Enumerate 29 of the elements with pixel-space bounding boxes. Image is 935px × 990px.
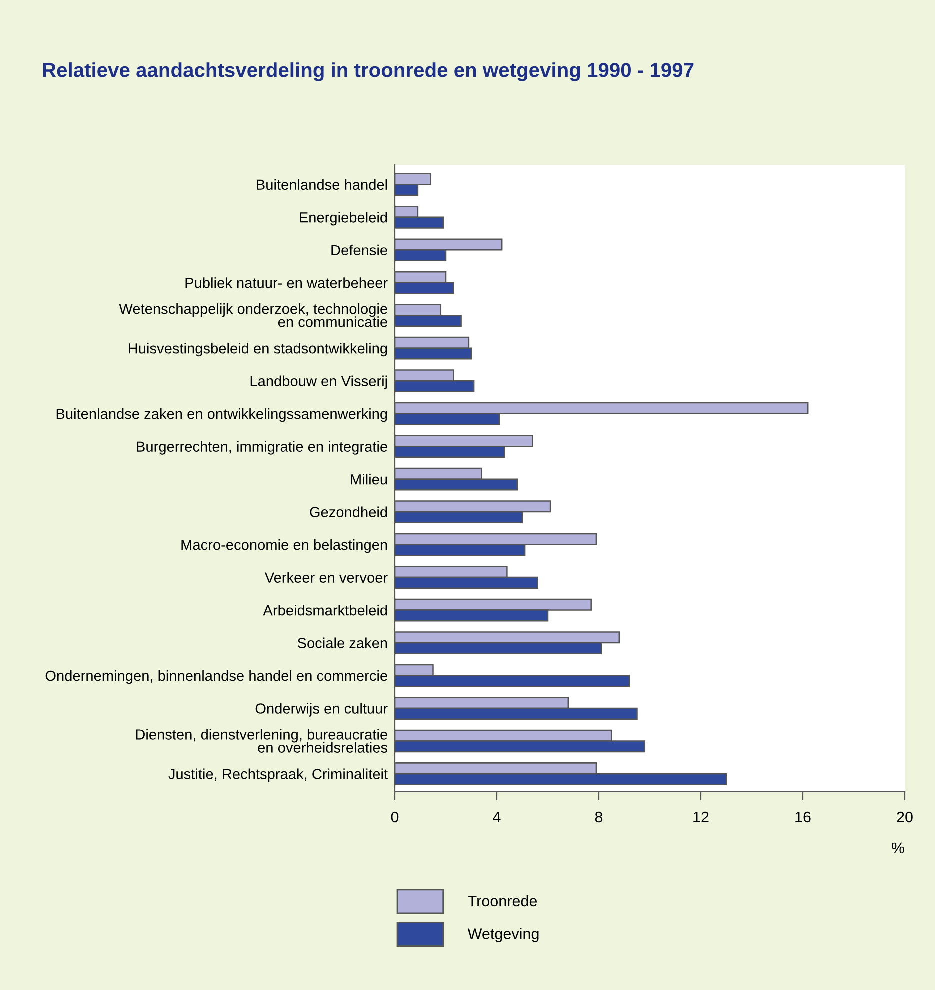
y-tick-label: Buitenlandse zaken en ontwikkelingssamenwerking <box>56 408 388 422</box>
y-tick-label: Justitie, Rechtspraak, Criminaliteit <box>168 768 388 782</box>
y-tick-label: Defensie <box>332 244 388 256</box>
x-tick-label: 0 <box>391 812 399 823</box>
y-tick-label: Macro-economie en belastingen <box>182 540 388 554</box>
x-axis-title: % <box>892 842 904 854</box>
x-tick-label: 4 <box>493 812 501 823</box>
legend-label: Troonrede <box>468 895 538 907</box>
x-tick-label: 8 <box>595 812 603 823</box>
y-tick-label: Arbeidsmarktbeleid <box>263 605 388 616</box>
y-tick-label: Landbouw en Visserij <box>250 376 388 390</box>
x-tick-label: 16 <box>796 812 811 823</box>
y-tick-label: Diensten, dienstverlening, bureaucratie en overheidsrelaties <box>136 729 388 753</box>
x-tick-label: 20 <box>897 812 913 823</box>
y-tick-label: Wetenschappelijk onderzoek, technologie en communicatie <box>119 304 388 328</box>
y-tick-label: Huisvestingsbeleid en stadsontwikkeling <box>129 343 388 357</box>
y-tick-label: Burgerrechten, immigratie en integratie <box>137 441 388 455</box>
legend-label: Wetgeving <box>468 928 539 942</box>
chart-title: Relatieve aandachtsverdeling in troonrede en wetgeving 1990 - 1997 <box>43 62 694 82</box>
x-tick-label: 12 <box>694 812 709 823</box>
y-tick-label: Milieu <box>351 474 388 485</box>
y-tick-label: Gezondheid <box>310 506 388 518</box>
y-tick-label: Publiek natuur- en waterbeheer <box>186 278 388 288</box>
y-tick-label: Onderwijs en cultuur <box>256 703 388 717</box>
y-tick-label: Verkeer en vervoer <box>264 572 388 583</box>
y-tick-label: Sociale zaken <box>298 638 388 648</box>
y-tick-label: Energiebeleid <box>300 212 388 226</box>
y-tick-label: Ondernemingen, binnenlandse handel en commercie <box>46 670 388 684</box>
y-tick-label: Buitenlandse handel <box>257 179 388 190</box>
